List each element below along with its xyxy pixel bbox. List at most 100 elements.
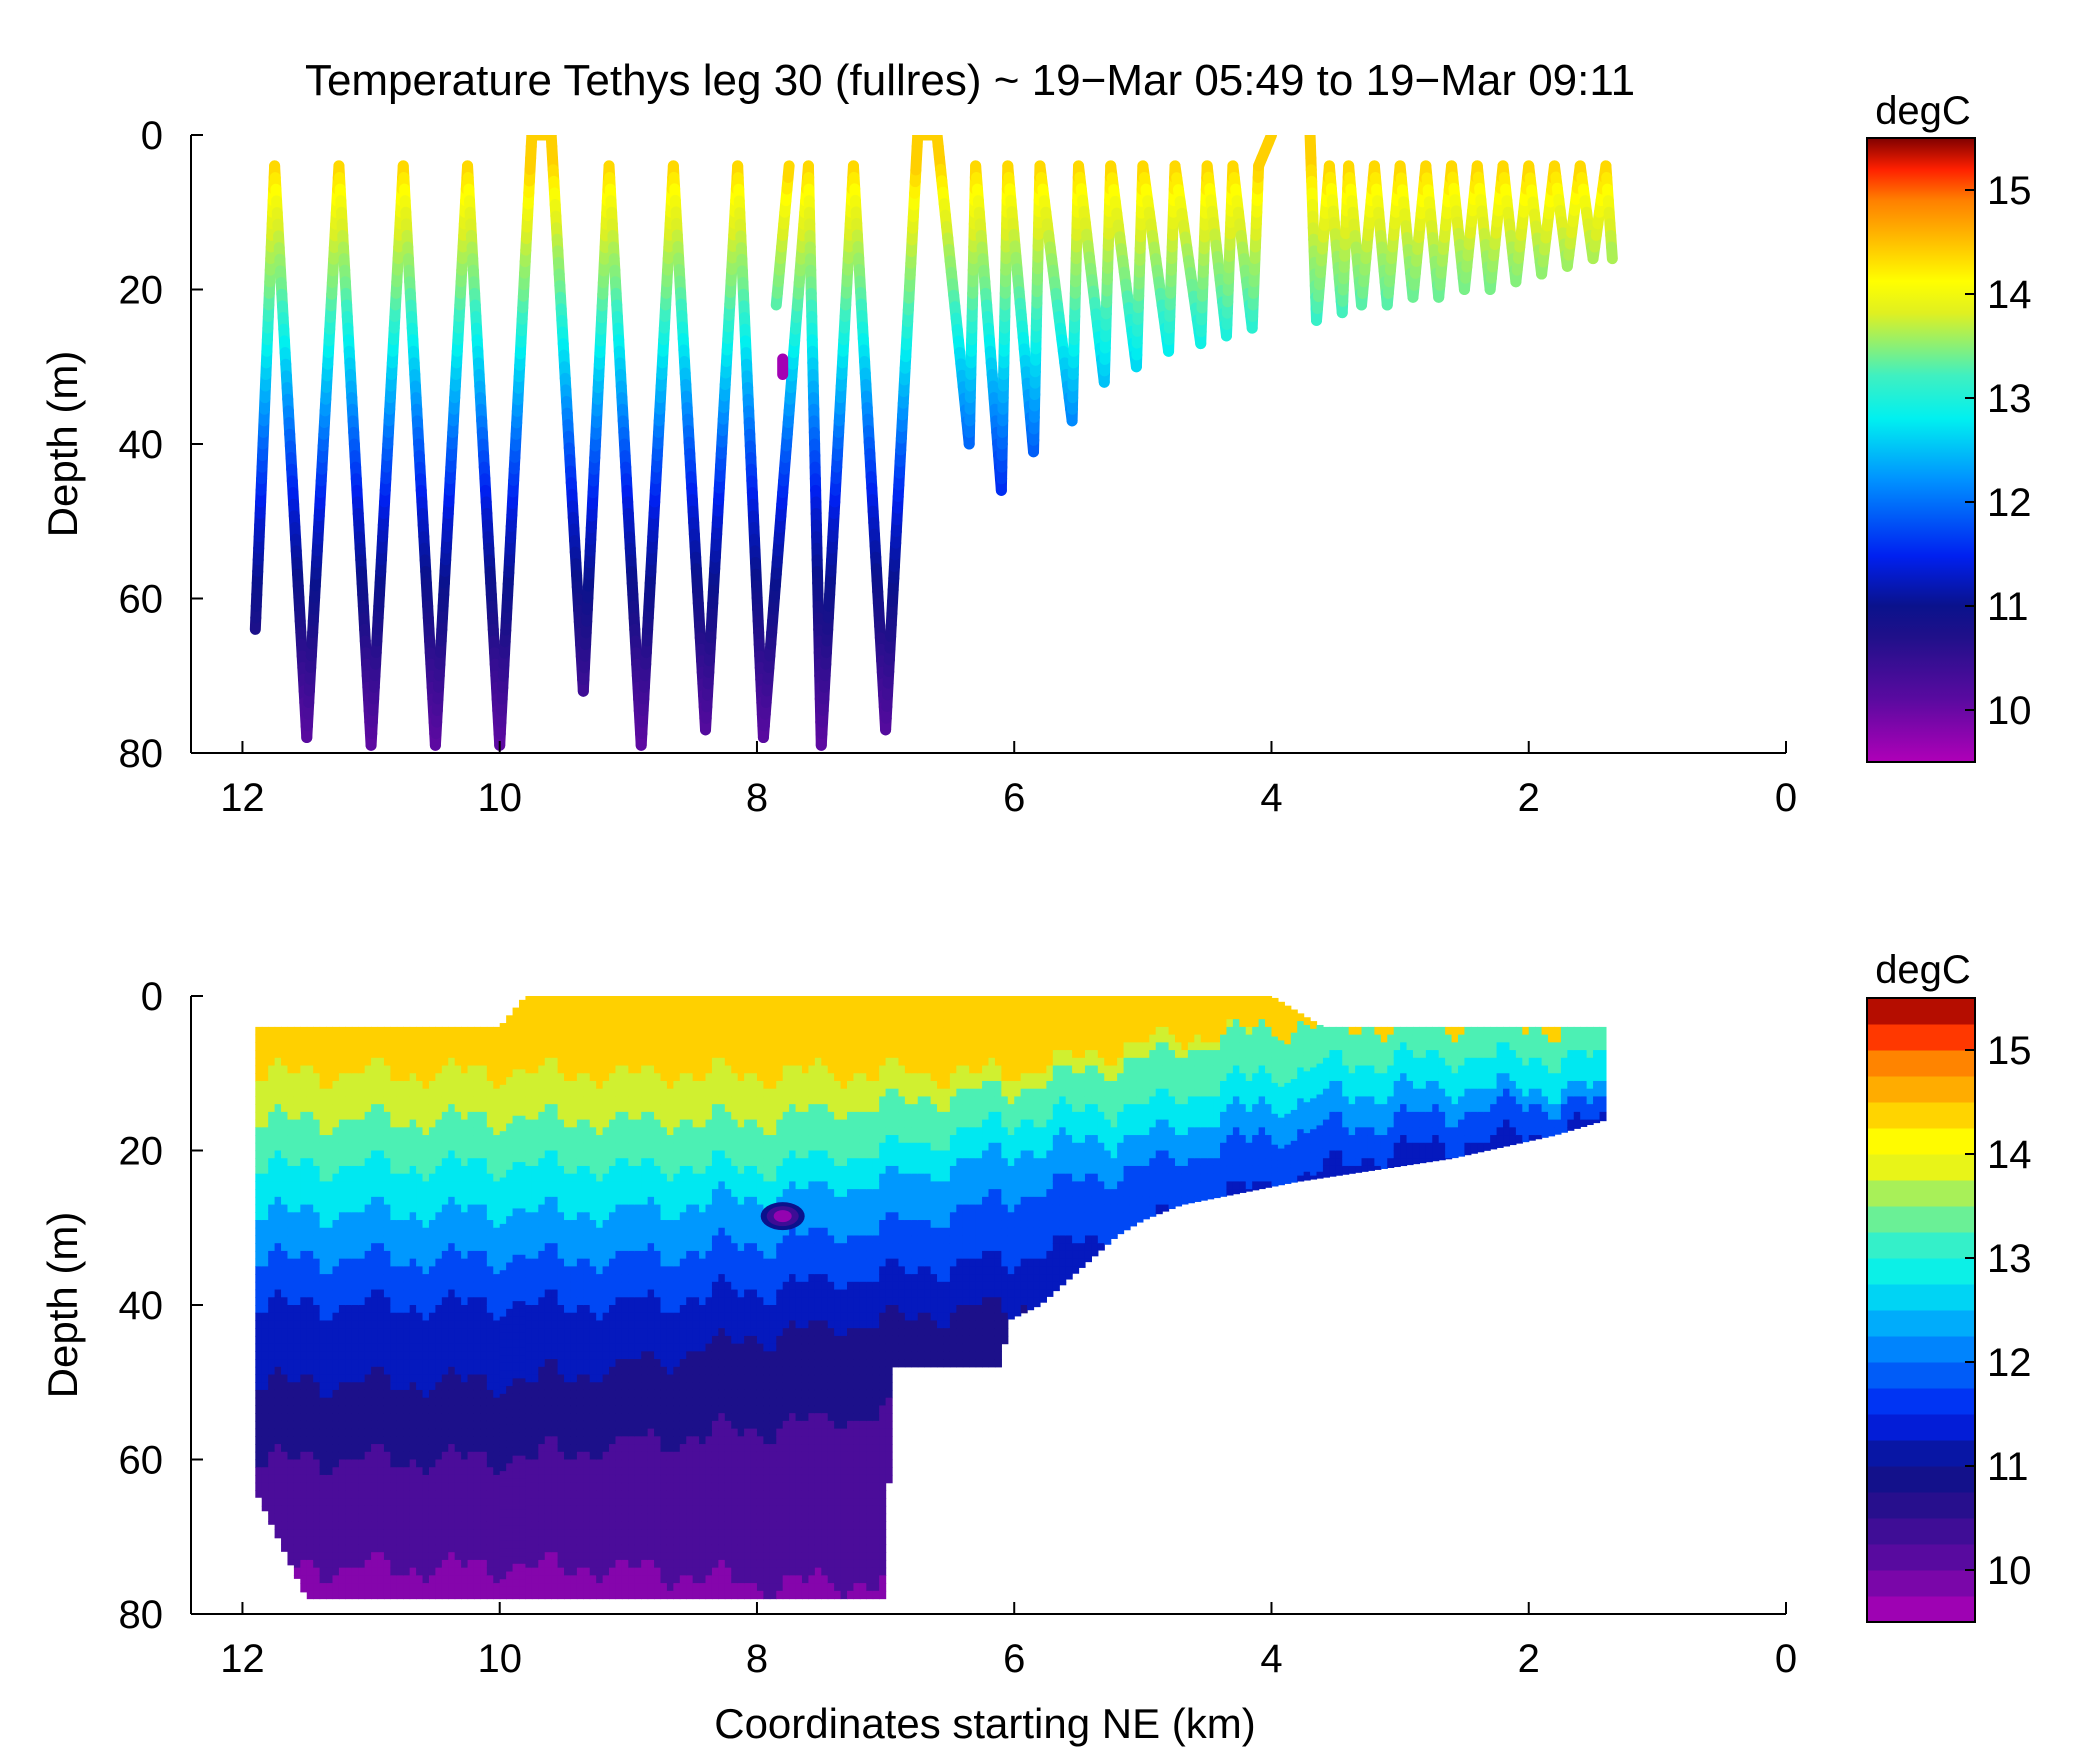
- contour-cell: [499, 1208, 507, 1217]
- contour-cell: [313, 1544, 321, 1553]
- contour-cell: [416, 1343, 424, 1352]
- contour-cell: [486, 1428, 494, 1437]
- contour-cell: [480, 1305, 488, 1314]
- contour-cell: [409, 1165, 417, 1175]
- contour-cell: [409, 1088, 417, 1098]
- contour-cell: [416, 1142, 424, 1152]
- contour-cell: [480, 1320, 488, 1329]
- contour-cell: [281, 1513, 289, 1522]
- contour-cell: [454, 1343, 462, 1352]
- contour-cell: [281, 1034, 289, 1043]
- contour-cell: [371, 1096, 379, 1105]
- contour-cell: [287, 1042, 295, 1051]
- contour-cell: [506, 1015, 514, 1024]
- contour-cell: [435, 1436, 443, 1445]
- contour-cell: [319, 1521, 327, 1530]
- contour-cell: [293, 1544, 301, 1553]
- contour-cell: [461, 1536, 469, 1546]
- contour-cell: [274, 1529, 282, 1538]
- contour-cell: [377, 1552, 385, 1561]
- contour-cell: [306, 1026, 314, 1036]
- contour-cell: [467, 1335, 475, 1345]
- contour-cell: [422, 1521, 430, 1530]
- contour-cell: [358, 1359, 366, 1368]
- contour-cell: [519, 1239, 527, 1248]
- contour-cell: [332, 1088, 340, 1098]
- contour-cell: [428, 1413, 436, 1422]
- contour-cell: [403, 1135, 411, 1144]
- contour-cell: [416, 1088, 424, 1098]
- contour-cell: [306, 1073, 314, 1082]
- x-tick-label: 0: [1775, 776, 1797, 820]
- contour-cell: [467, 1436, 475, 1445]
- contour-cell: [441, 1552, 449, 1561]
- contour-cell: [293, 1413, 301, 1422]
- contour-cell: [255, 1250, 263, 1260]
- contour-cell: [422, 1080, 430, 1090]
- contour-cell: [313, 1397, 321, 1407]
- contour-cell: [403, 1104, 411, 1113]
- contour-cell: [306, 1413, 314, 1422]
- contour-cell: [319, 1026, 327, 1036]
- contour-cell: [473, 1135, 482, 1144]
- contour-cell: [293, 1343, 301, 1352]
- contour-cell: [255, 1266, 263, 1275]
- contour-cell: [473, 1305, 482, 1314]
- contour-cell: [371, 1474, 379, 1484]
- contour-cell: [403, 1235, 411, 1244]
- contour-cell: [493, 1181, 501, 1190]
- contour-cell: [377, 1034, 385, 1043]
- contour-cell: [364, 1104, 372, 1113]
- contour-cell: [512, 1108, 520, 1117]
- contour-cell: [377, 1096, 385, 1105]
- contour-cell: [454, 1042, 462, 1051]
- contour-cell: [493, 1312, 501, 1322]
- contour-cell: [448, 1212, 456, 1221]
- contour-cell: [326, 1413, 334, 1422]
- x-tick-label: 2: [1518, 776, 1540, 820]
- contour-cell: [364, 1158, 372, 1167]
- contour-cell: [428, 1559, 436, 1569]
- contour-cell: [319, 1374, 327, 1383]
- contour-cell: [332, 1575, 340, 1584]
- contour-cell: [326, 1096, 334, 1105]
- contour-cell: [261, 1281, 269, 1291]
- contour-cell: [281, 1498, 289, 1507]
- contour-cell: [274, 1328, 282, 1337]
- contour-cell: [403, 1474, 411, 1484]
- contour-cell: [441, 1559, 449, 1569]
- contour-cell: [461, 1389, 469, 1399]
- contour-cell: [473, 1258, 482, 1267]
- contour-cell: [473, 1127, 482, 1136]
- contour-cell: [351, 1467, 359, 1476]
- contour-cell: [454, 1181, 462, 1190]
- contour-cell: [313, 1467, 321, 1476]
- contour-cell: [480, 1142, 488, 1152]
- contour-cell: [454, 1235, 462, 1244]
- contour-cell: [255, 1382, 263, 1391]
- profile-segment: [1606, 241, 1618, 265]
- contour-cell: [332, 1258, 340, 1267]
- contour-cell: [428, 1583, 436, 1592]
- contour-cell: [281, 1312, 289, 1322]
- contour-cell: [422, 1034, 430, 1043]
- contour-cell: [390, 1034, 398, 1043]
- contour-cell: [473, 1590, 482, 1600]
- contour-cell: [512, 1177, 520, 1186]
- contour-cell: [332, 1243, 340, 1252]
- contour-cell: [486, 1544, 494, 1553]
- contour-cell: [332, 1436, 340, 1445]
- contour-cell: [332, 1050, 340, 1059]
- contour-cell: [358, 1250, 366, 1260]
- contour-cell: [377, 1235, 385, 1244]
- contour-cell: [319, 1559, 327, 1569]
- contour-cell: [461, 1297, 469, 1306]
- contour-cell: [351, 1243, 359, 1252]
- contour-cell: [293, 1312, 301, 1322]
- contour-cell: [499, 1571, 507, 1580]
- contour-cell: [268, 1034, 276, 1043]
- contour-cell: [383, 1459, 391, 1468]
- contour-cell: [531, 1011, 539, 1020]
- contour-cell: [493, 1065, 501, 1074]
- contour-cell: [287, 1328, 295, 1337]
